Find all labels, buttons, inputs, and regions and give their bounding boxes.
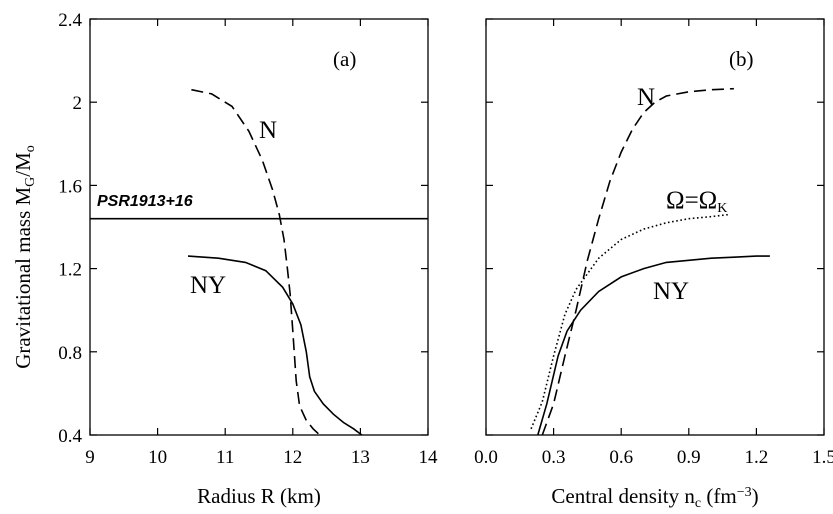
panel-b-curves: [530, 87, 770, 436]
omega-label-sub: K: [717, 201, 727, 216]
curve-label-ny-b: NY: [653, 278, 689, 305]
x-tick-label-b: 0.6: [609, 447, 633, 468]
x-tick-label-b: 0.9: [677, 447, 701, 468]
panel-a: 9 10 11 12 13 14 0.4 0.8 1.2 1.6 2 2.4 (a) PSR1913+…: [58, 10, 438, 508]
x-tick-label-a: 10: [148, 447, 167, 468]
x-tick-label-a: 13: [351, 447, 370, 468]
x-tick-label-a: 11: [216, 447, 234, 468]
psr-label: PSR1913+16: [97, 193, 193, 210]
y-tick-label: 2.4: [58, 10, 82, 31]
x-tick-label-a: 9: [85, 447, 95, 468]
y-tick-label: 0.8: [58, 343, 82, 364]
x-label-b-sub: c: [695, 496, 701, 511]
curve-a-dashed-0: [191, 88, 321, 436]
x-label-b-sup: −3: [737, 485, 752, 500]
y-tick-label: 0.4: [58, 426, 82, 447]
x-tick-label-b: 0.0: [474, 447, 498, 468]
y-axis-label: Gravitational mass MG/Mo: [11, 145, 38, 369]
panel-a-curves: [90, 88, 428, 436]
y-label-sub-g: G: [23, 177, 38, 187]
panel-b-ticks: 0.0 0.3 0.6 0.9 1.2 1.5: [474, 18, 833, 468]
y-tick-label: 2: [73, 93, 83, 114]
curve-b-solid-2: [537, 255, 770, 436]
x-tick-label-a: 12: [283, 447, 302, 468]
curve-b-dashed-0: [541, 87, 734, 436]
x-tick-label-b: 1.2: [745, 447, 769, 468]
x-tick-label-b: 1.5: [812, 447, 833, 468]
y-tick-label: 1.6: [58, 176, 82, 197]
x-tick-label-a: 14: [419, 447, 439, 468]
curve-a-solid-1: [187, 255, 363, 436]
curve-label-omega: Ω=ΩK: [666, 187, 727, 216]
curve-label-n-b: N: [637, 84, 655, 111]
panel-b: 0.0 0.3 0.6 0.9 1.2 1.5 (b) N Ω=ΩK NY Central…: [474, 18, 833, 511]
x-label-b-main: Central density n: [551, 484, 695, 508]
curve-b-dotted-1: [530, 213, 730, 430]
x-axis-label-a: Radius R (km): [197, 484, 321, 508]
panel-a-ticks: 9 10 11 12 13 14 0.4 0.8 1.2 1.6 2 2.4: [58, 10, 438, 468]
y-label-sub-o: o: [23, 145, 38, 152]
omega-label-main: Ω=Ω: [666, 187, 717, 214]
x-label-b-unit: (fm: [701, 484, 737, 508]
panel-a-label: (a): [333, 47, 356, 71]
x-tick-label-b: 0.3: [542, 447, 566, 468]
y-label-main: Gravitational mass M: [11, 187, 35, 369]
x-label-b-close: ): [752, 484, 759, 508]
panel-b-label: (b): [729, 47, 754, 71]
panel-b-frame: [485, 18, 825, 436]
y-tick-label: 1.2: [58, 260, 82, 281]
x-axis-label-b: Central density nc (fm−3): [551, 484, 758, 511]
panel-a-frame: [89, 18, 429, 436]
y-label-slash: /M: [11, 152, 35, 177]
curve-label-ny-a: NY: [190, 272, 226, 299]
curve-label-n-a: N: [259, 117, 277, 144]
